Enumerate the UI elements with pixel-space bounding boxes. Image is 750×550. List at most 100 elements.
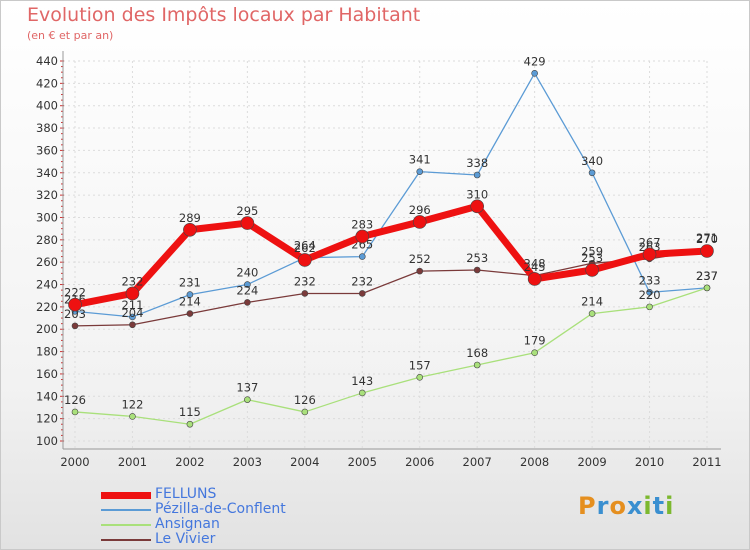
x-tick-label: 2010 [635,455,664,469]
data-label: 429 [524,54,546,68]
series-group: 126 122 115 137 126 143 157 168 179 214 220 237 [64,269,718,428]
data-point [642,247,657,262]
x-tick-label: 2007 [463,455,492,469]
y-tick-label: 180 [36,345,58,359]
x-tick-label: 2011 [692,455,721,469]
data-point [125,286,140,301]
legend-label: FELLUNS [155,486,217,502]
data-point [585,263,599,277]
data-label: 143 [351,374,373,388]
data-point [183,222,197,237]
data-point [646,303,653,311]
logo-letter: i [643,492,653,520]
data-point [240,216,255,230]
data-label: 233 [639,273,661,287]
data-point [186,420,194,428]
data-point [531,69,538,77]
y-tick-label: 340 [36,166,58,180]
data-label: 253 [581,251,603,265]
data-label: 295 [236,204,258,218]
series-group: 216211231240264265341338429340233237 [64,54,718,321]
data-label: 232 [351,274,373,288]
data-label: 168 [466,346,488,360]
data-point [412,215,427,229]
data-label: 245 [524,260,546,274]
data-point [186,291,194,298]
data-label: 340 [581,154,603,168]
data-label: 232 [121,274,143,288]
data-point [588,169,596,177]
data-point [301,408,309,416]
data-label: 204 [121,306,143,320]
series-line [74,249,708,327]
data-label: 122 [121,397,143,411]
logo-letter: t [652,492,666,520]
y-tick-label: 200 [36,322,58,336]
y-tick-label: 140 [36,389,58,403]
data-point [416,168,424,175]
y-tick-label: 160 [36,367,58,381]
data-point [531,349,538,357]
data-point [244,396,251,403]
y-tick-label: 400 [36,99,58,113]
data-label: 270 [696,232,718,246]
data-label: 232 [294,274,316,288]
y-tick-label: 300 [36,210,58,224]
series-line [74,287,708,425]
y-tick-label: 240 [36,278,58,292]
logo-letter: i [665,492,675,520]
legend-swatch [101,491,151,499]
data-point [298,253,312,267]
logo-letter: r [596,492,610,520]
data-label: 126 [294,393,316,407]
data-point [703,284,711,292]
data-label: 231 [179,276,201,290]
data-label: 222 [64,286,86,300]
y-tick-label: 440 [36,54,58,68]
series-line [74,72,708,318]
data-point [588,310,596,317]
legend-label: Ansignan [155,516,220,532]
data-label: 341 [409,153,431,167]
data-point [416,373,424,381]
data-point [244,299,251,306]
data-label: 203 [64,307,86,321]
y-tick-label: 320 [36,188,58,202]
data-label: 310 [466,187,488,201]
data-label: 137 [236,381,258,395]
data-point [527,272,542,286]
y-tick-label: 120 [36,412,58,426]
data-point [129,321,136,329]
series-group: 222 232 289 295 262 283 296 310 245 253 267 270 [64,187,718,312]
data-point [358,253,366,260]
chart-title: Evolution des Impôts locaux par Habitant [27,4,421,26]
y-tick-label: 360 [36,143,58,157]
data-label: 237 [696,269,718,283]
data-point [301,290,309,297]
data-point [700,244,714,258]
logo-letter: o [609,492,627,520]
y-tick-label: 100 [36,434,58,448]
data-label: 157 [409,358,431,372]
data-point [129,413,136,420]
data-label: 267 [639,235,661,249]
x-tick-label: 2002 [175,455,204,469]
data-point [358,389,366,397]
series-line [74,202,708,309]
data-label: 214 [179,295,201,309]
data-label: 126 [64,393,86,407]
data-label: 338 [466,156,488,170]
y-tick-label: 220 [36,300,58,314]
data-point [244,281,251,288]
y-tick-label: 420 [36,76,58,90]
chart-subtitle: (en € et par an) [27,29,114,42]
x-tick-label: 2005 [348,455,377,469]
data-point [646,289,653,296]
data-point [473,171,481,179]
data-point [473,266,481,274]
proxiti-logo: Proxiti [578,492,674,520]
data-label: 263 [639,240,661,254]
data-point [470,199,484,214]
